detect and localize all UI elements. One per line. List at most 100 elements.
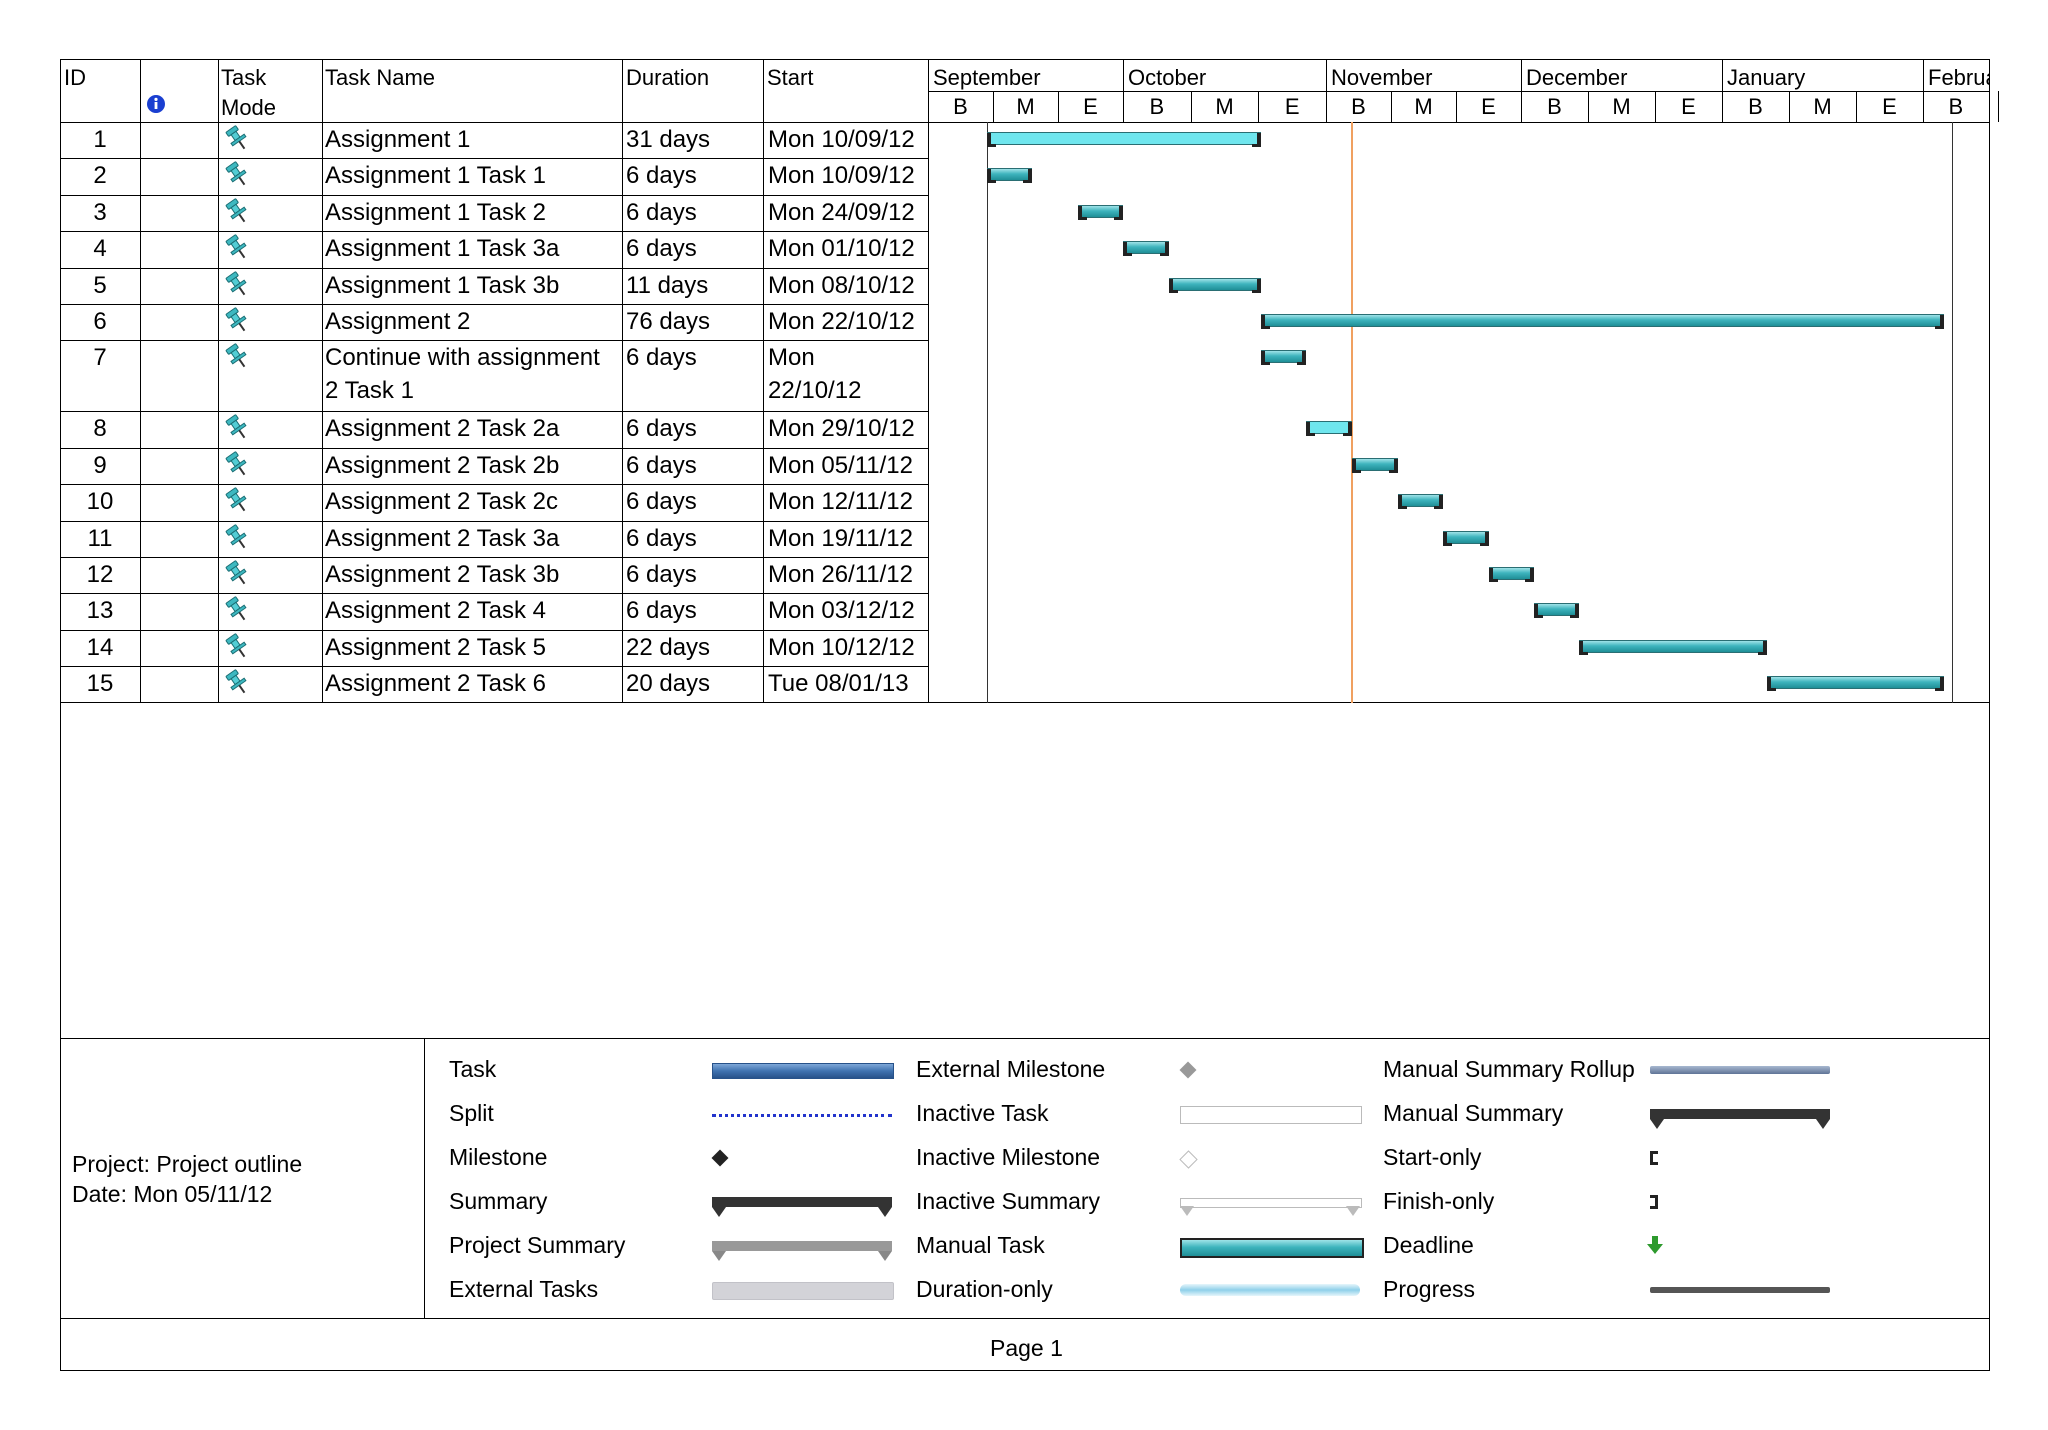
task-id: 1 [93, 126, 107, 153]
task-id: 12 [86, 561, 114, 588]
inactive-summary-legend-swatch [1180, 1198, 1362, 1208]
task-start: Mon 10/09/12 [768, 162, 915, 190]
task-start: Mon 29/10/12 [768, 415, 915, 443]
task-name: Assignment 1 Task 3b [325, 271, 560, 299]
legend-cap [712, 1251, 726, 1261]
duration-only-legend-swatch [1180, 1284, 1360, 1296]
third-divider [1521, 91, 1522, 122]
manual-task-pin-icon [221, 306, 253, 334]
third-divider [1655, 91, 1656, 122]
bar-end-cap [1342, 422, 1352, 437]
split-legend-swatch [712, 1114, 892, 1117]
task-id: 10 [86, 488, 114, 516]
manual-task-bar [1168, 277, 1261, 293]
row-divider [60, 411, 928, 413]
task-start: Mon 24/09/12 [768, 198, 915, 226]
manual-summary-legend-swatch [1650, 1109, 1830, 1119]
row-divider [60, 231, 928, 233]
column-header-task-mode: Task [221, 65, 267, 90]
task-id: 5 [93, 271, 107, 299]
manual-task-pin-icon [221, 413, 253, 441]
bar-start-cap [1123, 242, 1132, 257]
third-label: M [1612, 94, 1631, 119]
month-label: December [1526, 65, 1628, 90]
third-divider [1456, 91, 1457, 122]
third-label: B [1547, 94, 1562, 119]
task-name: Assignment 2 Task 2c [325, 488, 559, 516]
third-divider [1190, 91, 1192, 122]
task-start: Mon 10/12/12 [768, 633, 915, 661]
task-duration: 6 days [626, 198, 697, 226]
task-id: 8 [93, 415, 107, 443]
task-name: Assignment 2 Task 2a [325, 415, 560, 443]
legend-label: Manual Summary Rollup [1383, 1056, 1635, 1082]
legend-label: Inactive Summary [916, 1188, 1101, 1214]
third-label: M [1016, 94, 1035, 119]
third-divider [1258, 91, 1260, 122]
task-id: 14 [86, 633, 114, 661]
manual-task-bar [986, 168, 1032, 184]
manual-task-bar [1352, 457, 1398, 473]
legend-label: Start-only [1383, 1144, 1482, 1170]
bar-start-cap [1077, 205, 1087, 220]
third-divider [1923, 91, 1924, 122]
bar-end-cap [1388, 458, 1398, 473]
row-divider [60, 158, 928, 160]
table-bottom-border [60, 702, 1990, 703]
task-legend-swatch [712, 1063, 894, 1079]
manual-task-pin-icon [221, 233, 253, 261]
month-label: January [1727, 65, 1806, 90]
manual-task-bar [1397, 494, 1443, 510]
legend-label: Milestone [449, 1144, 548, 1170]
task-start: Mon 19/11/12 [768, 524, 913, 552]
bar-end-cap [1297, 351, 1307, 366]
month-divider [1722, 59, 1723, 91]
month-label: November [1331, 65, 1433, 90]
third-divider [993, 91, 994, 122]
row-divider [60, 194, 928, 196]
task-duration: 31 days [626, 126, 711, 153]
row-divider [60, 666, 928, 668]
task-name: Assignment 2 Task 5 [325, 633, 547, 661]
legend-cap [878, 1207, 892, 1217]
legend-cap [712, 1207, 726, 1217]
legend-label: Inactive Task [916, 1100, 1049, 1126]
row-divider [60, 447, 928, 449]
task-name: Assignment 2 Task 6 [325, 670, 547, 698]
progress-legend-swatch [1650, 1287, 1830, 1293]
legend-label: External Tasks [449, 1276, 599, 1302]
column-divider [763, 59, 764, 702]
manual-task-legend-swatch [1180, 1238, 1364, 1258]
task-duration: 20 days [626, 670, 711, 698]
legend-cap [1346, 1206, 1360, 1216]
bar-end-cap [1251, 133, 1261, 147]
task-start: Mon 22/10/12 [768, 308, 915, 335]
task-id: 6 [93, 308, 107, 335]
bar-end-cap [1758, 640, 1768, 655]
legend-label: Finish-only [1383, 1188, 1495, 1214]
third-divider [1391, 91, 1392, 122]
legend-label: Split [449, 1100, 494, 1126]
row-divider [60, 340, 928, 342]
task-start: Mon 26/11/12 [768, 561, 913, 588]
page-frame [60, 59, 1990, 1371]
project-summary-legend-swatch [712, 1241, 892, 1251]
task-name: Continue with assignment [325, 344, 600, 372]
manual-task-pin-icon [221, 523, 253, 551]
header-bottom-border [60, 122, 1990, 123]
task-duration: 76 days [626, 308, 711, 335]
row-divider [60, 304, 928, 305]
row-divider [60, 593, 928, 595]
chart-right-bound [1952, 122, 1953, 703]
third-label: B [1149, 94, 1165, 119]
info-icon [146, 94, 166, 114]
task-id: 4 [93, 235, 107, 263]
task-id: 11 [87, 524, 113, 552]
task-id: 9 [93, 451, 107, 479]
column-divider [218, 59, 219, 702]
bar-start-cap [1488, 568, 1498, 582]
month-divider [1923, 59, 1924, 91]
third-label: B [953, 94, 968, 119]
manual-task-pin-icon [221, 632, 253, 660]
bar-start-cap [1397, 495, 1407, 510]
